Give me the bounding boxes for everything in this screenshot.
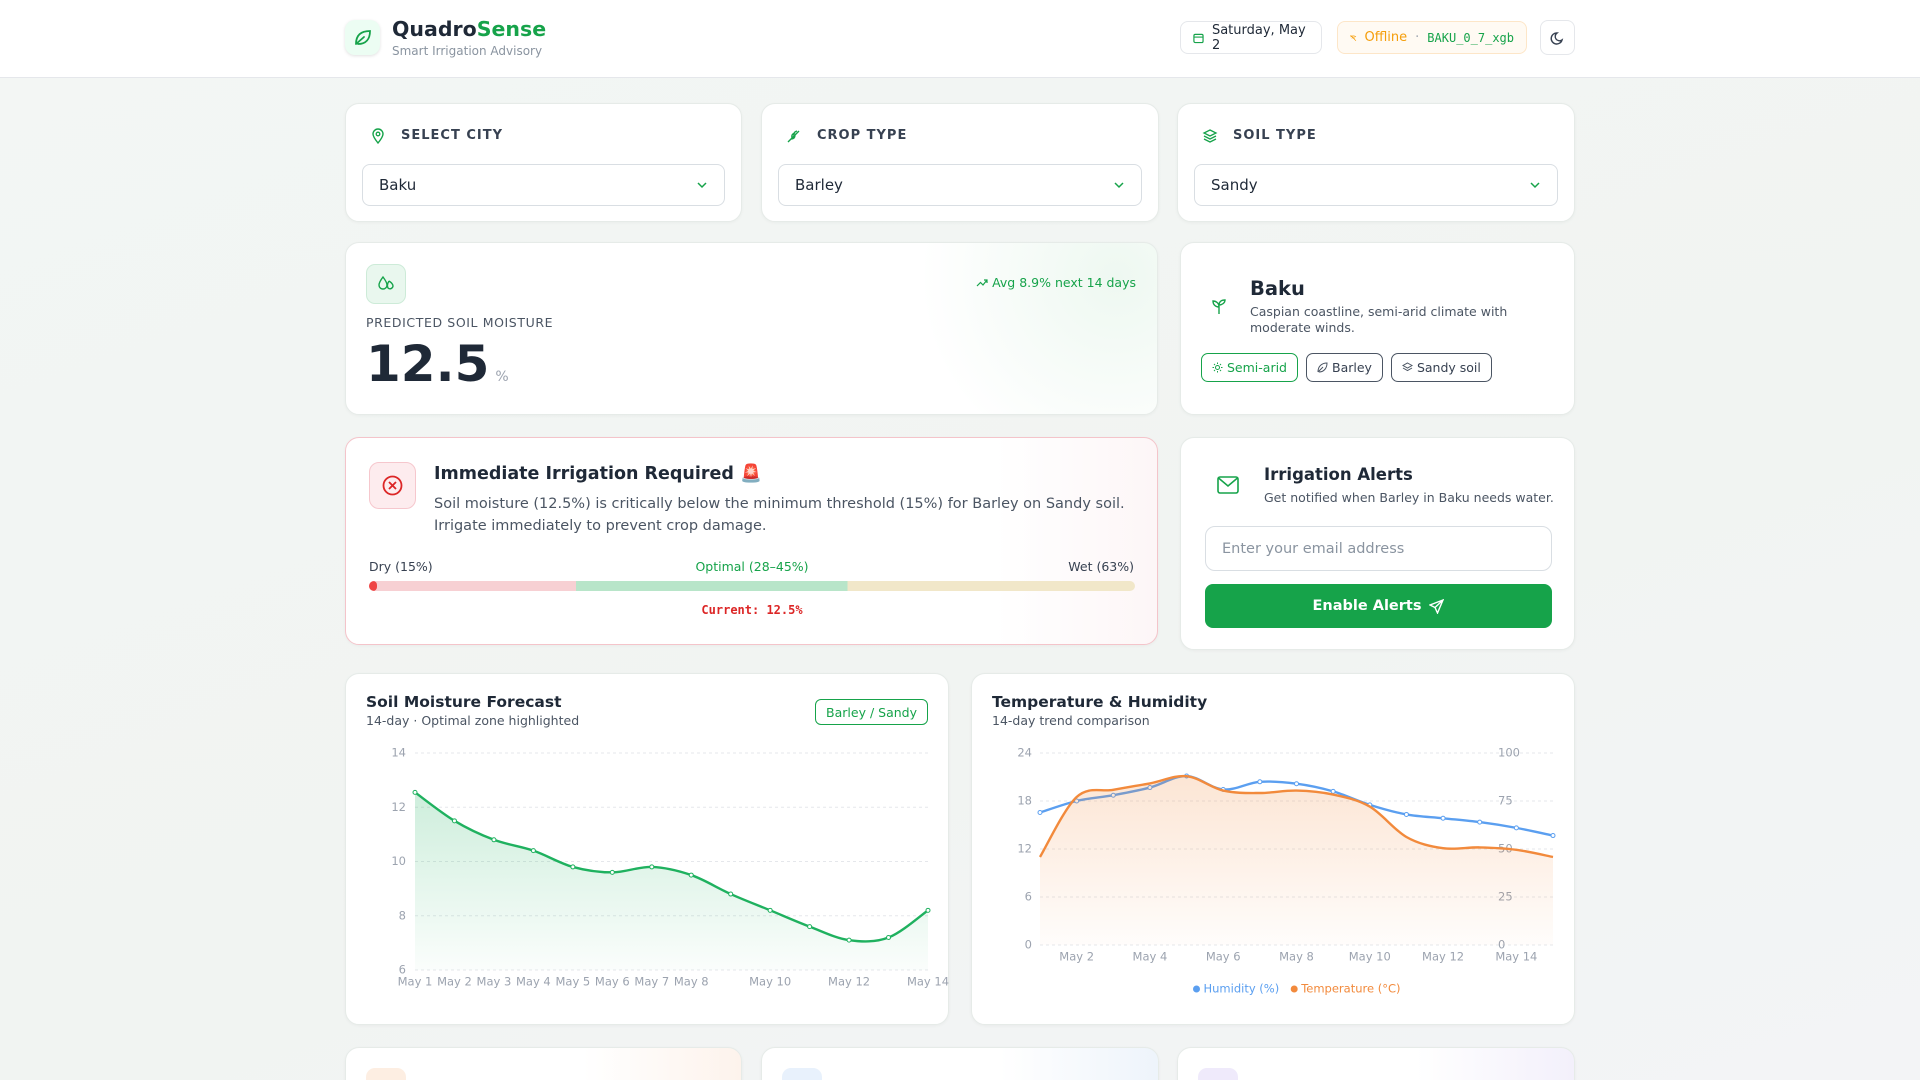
chevron xyxy=(1114,182,1124,189)
moon-icon xyxy=(1550,31,1563,45)
calendar-icon xyxy=(1193,33,1204,43)
chart-subtitle: 14-day trend comparison xyxy=(992,713,1150,728)
tag: Semi-arid xyxy=(1201,353,1298,382)
moisture-value: 12.5 xyxy=(366,335,490,393)
soil-selector: SOIL TYPE Sandy xyxy=(1177,103,1575,222)
city-name: Baku xyxy=(1250,277,1305,300)
selector-label: CROP TYPE xyxy=(817,128,908,143)
selected-value: Baku xyxy=(379,176,417,194)
stat-icon xyxy=(782,1068,822,1080)
stat-card xyxy=(761,1047,1159,1080)
select[interactable]: Sandy xyxy=(1194,164,1558,206)
selector-label: SELECT CITY xyxy=(401,128,503,143)
brand-prefix: Quadro xyxy=(392,17,477,41)
chart-subtitle: 14-day · Optimal zone highlighted xyxy=(366,713,580,728)
chevron xyxy=(697,182,707,189)
selector-label: SOIL TYPE xyxy=(1233,128,1317,143)
status-pill: Offline · BAKU_0_7_xgb xyxy=(1337,21,1527,54)
wheat-icon xyxy=(787,130,800,143)
moisture-label: PREDICTED SOIL MOISTURE xyxy=(366,315,554,330)
brand-suffix: Sense xyxy=(476,17,547,41)
alerts-card: Irrigation Alerts Get notified when Barl… xyxy=(1180,437,1575,650)
droplet-box xyxy=(366,264,406,304)
city-tags: Semi-arid Barley Sandy soil xyxy=(1201,353,1492,382)
crop-selector: CROP TYPE Barley xyxy=(761,103,1159,222)
session: BAKU_0_7_xgb xyxy=(1427,30,1514,45)
separator: · xyxy=(1415,30,1420,45)
x-circle-icon xyxy=(382,475,403,496)
sprout-icon xyxy=(1212,299,1226,314)
tag: Barley xyxy=(1306,353,1383,382)
current-label: Current: 12.5% xyxy=(701,603,803,617)
theme-toggle[interactable] xyxy=(1540,20,1575,55)
stat-card xyxy=(1177,1047,1575,1080)
header: QuadroSense Smart Irrigation Advisory Sa… xyxy=(0,0,1920,78)
moisture-scale xyxy=(369,581,1135,591)
chevron xyxy=(1530,182,1540,189)
logo xyxy=(345,20,380,55)
stat-card xyxy=(345,1047,742,1080)
date-pill: Saturday, May 2 xyxy=(1180,21,1322,54)
pin-icon xyxy=(372,128,384,144)
select[interactable]: Baku xyxy=(362,164,725,206)
alerts-title: Irrigation Alerts xyxy=(1264,465,1413,484)
enable-alerts-button[interactable]: Enable Alerts xyxy=(1205,584,1552,628)
selected-value: Barley xyxy=(795,176,843,194)
layers-icon xyxy=(1401,362,1413,372)
tag-text: Barley xyxy=(1332,360,1372,375)
leaf-icon xyxy=(1317,362,1328,373)
optimal-label: Optimal (28–45%) xyxy=(695,559,809,574)
wet-label: Wet (63%) xyxy=(1068,559,1134,574)
dry-label: Dry (15%) xyxy=(369,559,433,574)
brand: QuadroSense xyxy=(392,17,546,41)
alert-icon-box xyxy=(369,462,416,509)
alerts-subtitle: Get notified when Barley in Baku needs w… xyxy=(1264,490,1554,505)
button-text: Enable Alerts xyxy=(1312,598,1422,614)
chart-title: Soil Moisture Forecast xyxy=(366,693,562,711)
moisture-card: Avg 8.9% next 14 days PREDICTED SOIL MOI… xyxy=(345,242,1158,415)
tag-text: Sandy soil xyxy=(1416,360,1481,375)
droplet-icon xyxy=(378,275,394,290)
city-card: Baku Caspian coastline, semi-arid climat… xyxy=(1180,242,1575,415)
status: Offline xyxy=(1364,30,1408,45)
trend-icon xyxy=(976,278,988,286)
select[interactable]: Barley xyxy=(778,164,1142,206)
selected-value: Sandy xyxy=(1211,176,1258,194)
tagline: Smart Irrigation Advisory xyxy=(392,44,543,58)
sun-icon xyxy=(1212,362,1223,373)
moisture-reading: 12.5 % xyxy=(366,335,509,393)
offline-icon xyxy=(1350,34,1357,41)
email-input[interactable]: Enter your email address xyxy=(1205,526,1552,571)
city-description: Caspian coastline, semi-arid climate wit… xyxy=(1250,304,1508,335)
trend: Avg 8.9% next 14 days xyxy=(976,275,1136,290)
mail-icon xyxy=(1217,476,1239,494)
current-marker xyxy=(369,581,377,591)
send-icon xyxy=(1429,598,1445,614)
stat-icon xyxy=(366,1068,406,1080)
date: Saturday, May 2 xyxy=(1211,22,1306,53)
chart-title: Temperature & Humidity xyxy=(992,693,1208,711)
stat-icon xyxy=(1198,1068,1238,1080)
alert-title: Immediate Irrigation Required 🚨 xyxy=(434,464,762,484)
alert-message: Soil moisture (12.5%) is critically belo… xyxy=(434,496,1125,534)
layers-icon xyxy=(1202,129,1218,143)
city-selector: SELECT CITY Baku xyxy=(345,103,742,222)
trend-text: Avg 8.9% next 14 days xyxy=(992,275,1136,290)
leaf-icon xyxy=(355,30,371,45)
weather-chart-card: Temperature & Humidity 14-day trend comp… xyxy=(971,673,1575,1025)
moisture-unit: % xyxy=(495,369,509,385)
placeholder: Enter your email address xyxy=(1222,540,1405,557)
tag: Sandy soil xyxy=(1390,353,1492,382)
tag-text: Semi-arid xyxy=(1227,360,1287,375)
irrigation-alert: Immediate Irrigation Required 🚨 Soil moi… xyxy=(345,437,1158,645)
moisture-chart-card: Soil Moisture Forecast 14-day · Optimal … xyxy=(345,673,949,1025)
chart-badge: Barley / Sandy xyxy=(815,699,928,725)
